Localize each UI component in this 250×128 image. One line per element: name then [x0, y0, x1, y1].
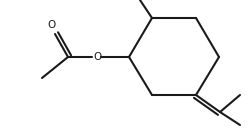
Text: O: O [93, 52, 101, 62]
Text: O: O [48, 20, 56, 30]
